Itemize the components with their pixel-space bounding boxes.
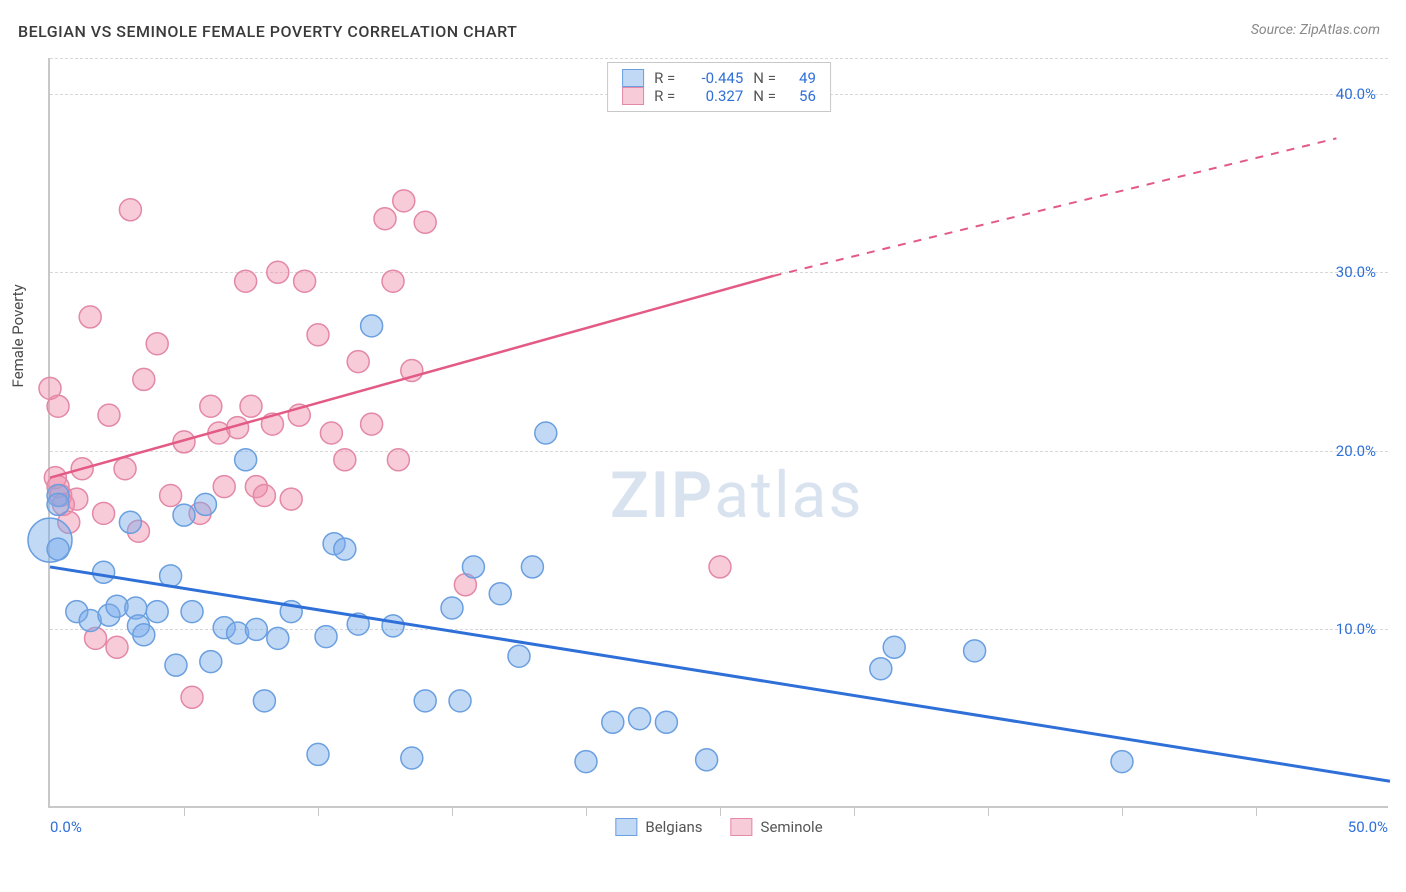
seminole-point [119, 199, 141, 221]
belgians-point [414, 690, 436, 712]
seminole-point [347, 351, 369, 373]
seminole-point [414, 211, 436, 233]
seminole-point [47, 395, 69, 417]
belgians-swatch [615, 818, 637, 836]
belgians-point [245, 618, 267, 640]
belgians-point [253, 690, 275, 712]
seminole-point [98, 404, 120, 426]
x-tick [318, 806, 319, 816]
belgians-point [696, 749, 718, 771]
seminole-point [307, 324, 329, 346]
belgians-point [119, 511, 141, 533]
scatter-svg [50, 58, 1388, 806]
belgians-point [307, 743, 329, 765]
belgians-point [93, 561, 115, 583]
seminole-point [374, 208, 396, 230]
seminole-point [235, 270, 257, 292]
chart-container: BELGIAN VS SEMINOLE FEMALE POVERTY CORRE… [0, 0, 1406, 892]
belgians-point [200, 651, 222, 673]
x-tick [988, 806, 989, 816]
belgians-point [165, 654, 187, 676]
belgians-point [462, 556, 484, 578]
seminole-point [114, 458, 136, 480]
seminole-point [387, 449, 409, 471]
trend-line [50, 567, 1390, 781]
seminole-point [240, 395, 262, 417]
belgians-point [441, 597, 463, 619]
belgians-point [47, 538, 69, 560]
x-tick [586, 806, 587, 816]
belgians-point [133, 624, 155, 646]
belgians-point [315, 626, 337, 648]
trend-line [50, 276, 774, 478]
belgians-point [602, 711, 624, 733]
seminole-point [267, 261, 289, 283]
plot-area: ZIPatlas 10.0%20.0%30.0%40.0% R = -0.445… [48, 58, 1388, 808]
seminole-point [213, 476, 235, 498]
series-legend: Belgians Seminole [615, 818, 822, 836]
seminole-point [393, 190, 415, 212]
legend-item-belgians: Belgians [615, 818, 702, 836]
chart-title: BELGIAN VS SEMINOLE FEMALE POVERTY CORRE… [18, 22, 517, 41]
seminole-point [106, 636, 128, 658]
seminole-point [200, 395, 222, 417]
belgians-point [870, 658, 892, 680]
belgians-point [361, 315, 383, 337]
legend-item-seminole: Seminole [731, 818, 823, 836]
x-tick [854, 806, 855, 816]
x-tick [1256, 806, 1257, 816]
trend-line [774, 138, 1337, 276]
seminole-point [253, 485, 275, 507]
belgians-point [47, 493, 69, 515]
belgians-point [235, 449, 257, 471]
belgians-point [655, 711, 677, 733]
belgians-point [334, 538, 356, 560]
belgians-point [629, 708, 651, 730]
seminole-swatch [731, 818, 753, 836]
belgians-point [521, 556, 543, 578]
source-attribution: Source: ZipAtlas.com [1251, 22, 1380, 38]
x-tick [720, 806, 721, 816]
belgians-point [575, 751, 597, 773]
seminole-point [133, 368, 155, 390]
belgians-point [173, 504, 195, 526]
y-axis-label: Female Poverty [9, 284, 27, 387]
x-tick [184, 806, 185, 816]
seminole-point [160, 485, 182, 507]
belgians-point [181, 601, 203, 623]
belgians-point [194, 493, 216, 515]
belgians-point [508, 645, 530, 667]
belgians-point [964, 640, 986, 662]
belgians-point [1111, 751, 1133, 773]
x-axis-label-max: 50.0% [1348, 818, 1388, 836]
x-tick [1122, 806, 1123, 816]
seminole-point [334, 449, 356, 471]
belgians-point [883, 636, 905, 658]
belgians-label: Belgians [645, 818, 702, 836]
seminole-point [146, 333, 168, 355]
belgians-point [401, 747, 423, 769]
seminole-point [79, 306, 101, 328]
seminole-point [361, 413, 383, 435]
seminole-point [93, 502, 115, 524]
seminole-point [280, 488, 302, 510]
seminole-point [294, 270, 316, 292]
seminole-point [382, 270, 404, 292]
belgians-point [267, 627, 289, 649]
x-axis-label-min: 0.0% [50, 818, 82, 836]
seminole-point [709, 556, 731, 578]
belgians-point [449, 690, 471, 712]
x-tick [452, 806, 453, 816]
belgians-point [146, 601, 168, 623]
seminole-point [320, 422, 342, 444]
belgians-point [489, 583, 511, 605]
seminole-label: Seminole [761, 818, 823, 836]
seminole-point [181, 686, 203, 708]
belgians-point [382, 615, 404, 637]
belgians-point [535, 422, 557, 444]
